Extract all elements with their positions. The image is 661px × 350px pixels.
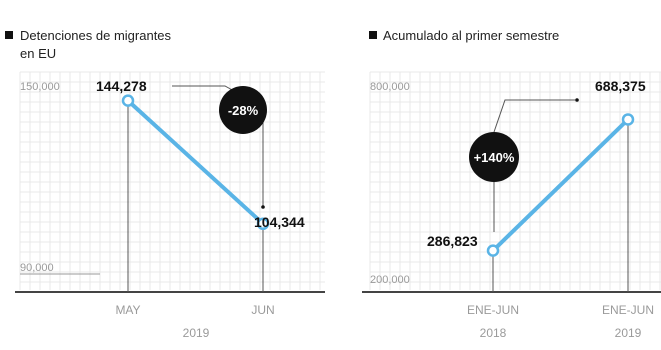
chart-1-point-jun [256, 217, 270, 231]
chart-1-change-badge [219, 86, 267, 134]
chart-2-series-line [491, 117, 630, 253]
chart-2-xtick-2018: ENE-JUN [467, 303, 519, 317]
chart-2-connector-end-dot [575, 98, 579, 102]
chart-1-xtick-jun: JUN [251, 303, 274, 317]
chart-1-value-label-may: 144,278 [96, 78, 147, 94]
chart-1-change-badge-label: -28% [228, 103, 259, 118]
chart-1-title-line-1: Detenciones de migrantes [20, 28, 172, 43]
chart-2-title: Acumulado al primer semestre [383, 28, 559, 43]
chart-panel-2: Acumulado al primer semestre 800,000 200… [362, 28, 661, 340]
chart-1-point-may [121, 94, 135, 107]
chart-2-value-label-2019: 688,375 [595, 78, 646, 94]
chart-2-change-badge [469, 132, 519, 182]
chart-1-title-line-2: en EU [20, 46, 56, 61]
chart-2-point-2019 [621, 113, 635, 126]
chart-1-ytick-top: 150,000 [20, 81, 60, 93]
chart-2-badge-connector [493, 99, 575, 232]
chart-2-xtick-2019: ENE-JUN [602, 303, 654, 317]
chart-1-value-label-jun: 104,344 [254, 214, 305, 230]
chart-1-series-line [126, 98, 265, 226]
chart-2-ytick-bottom: 200,000 [370, 274, 410, 286]
chart-2-ytick-top: 800,000 [370, 81, 410, 93]
chart-2-point-2018 [486, 244, 500, 257]
chart-2-change-badge-label: +140% [474, 150, 515, 165]
chart-1-xtick-may: MAY [115, 303, 140, 317]
chart-1-title-bullet [5, 31, 13, 39]
chart-1-ytick-bottom: 90,000 [20, 262, 54, 274]
chart-panel-1: Detenciones de migrantes en EU 150,000 9… [5, 28, 325, 340]
chart-2-value-label-2018: 286,823 [427, 233, 478, 249]
chart-2-title-bullet [369, 31, 377, 39]
chart-1-xlabel-year: 2019 [183, 326, 210, 340]
chart-2-xyear-2018: 2018 [480, 326, 507, 340]
chart-2-xyear-2019: 2019 [615, 326, 642, 340]
chart-1-connector-end-dot [261, 205, 265, 209]
chart-2-grid [369, 71, 661, 290]
chart-1-grid [19, 71, 325, 290]
